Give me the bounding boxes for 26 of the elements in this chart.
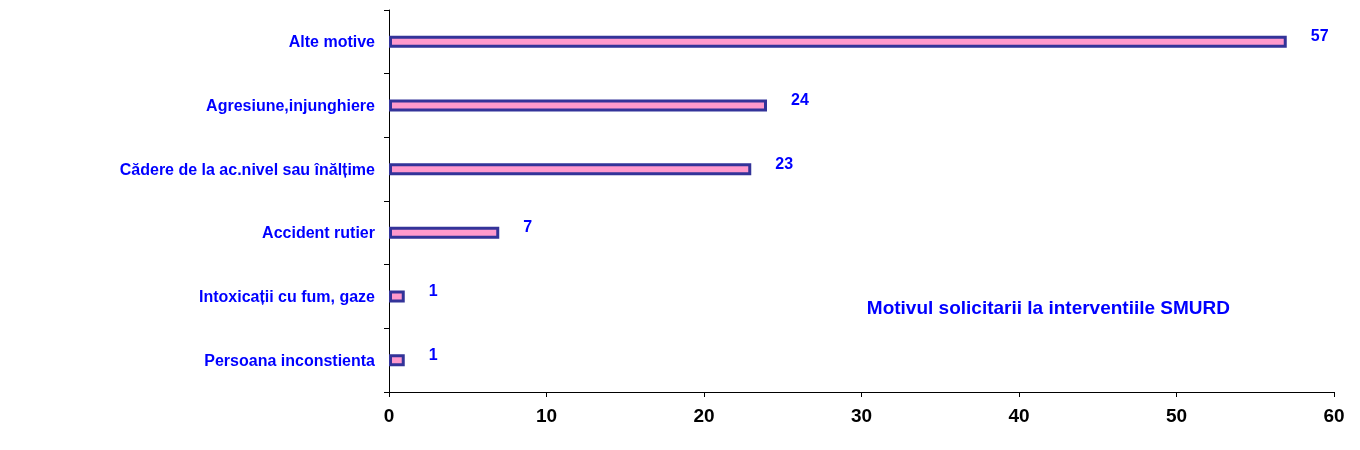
y-tick-label: Intoxicații cu fum, gaze (198, 288, 376, 305)
y-tick-label: Persoana inconstienta (204, 351, 376, 369)
data-label: 1 (428, 345, 438, 363)
bar (389, 354, 405, 367)
x-tick-label: 50 (1165, 405, 1188, 426)
data-label: 24 (791, 91, 809, 108)
data-label: 23 (775, 154, 794, 172)
data-label: 1 (428, 282, 438, 299)
x-tick-label: 0 (383, 405, 395, 426)
bar (389, 35, 1287, 48)
data-label: 7 (523, 218, 533, 236)
x-tick-label: 30 (850, 405, 873, 426)
x-tick-label: 20 (693, 405, 715, 426)
x-tick-label: 40 (1008, 405, 1030, 426)
text: Motivul solicitarii la interventiile SMURD (866, 297, 1231, 318)
y-tick-label: Cădere de la ac.nivel sau înălțime (119, 160, 376, 178)
x-tick-label: 60 (1323, 405, 1345, 426)
y-tick-label: Agresiune,injunghiere (206, 97, 376, 114)
bar (389, 99, 767, 112)
bar (389, 226, 500, 239)
x-tick-label: 10 (535, 405, 558, 426)
data-label: 57 (1310, 27, 1329, 45)
y-tick-label: Alte motive (288, 33, 376, 51)
bar (389, 290, 405, 303)
bar (389, 163, 752, 176)
y-tick-label: Accident rutier (262, 224, 375, 242)
